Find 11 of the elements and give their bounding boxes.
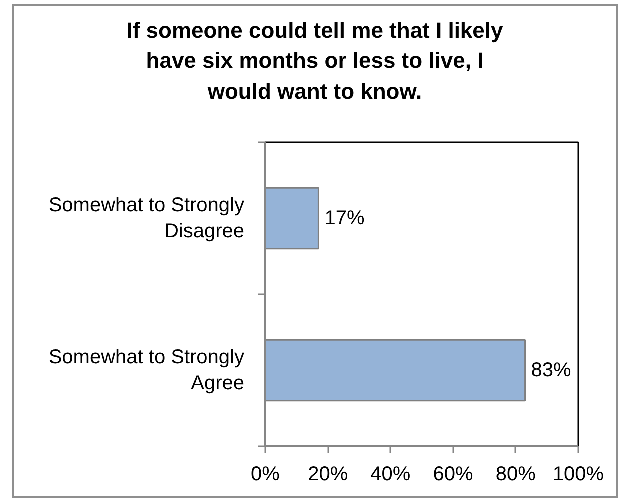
x-tick-label: 40% [370,464,411,486]
chart-title: If someone could tell me that I likely have six months or less to live, I would want to know. [126,17,504,106]
x-tick-label: 100% [552,464,604,486]
x-tick-label: 0% [251,464,280,486]
x-tick-label: 60% [433,464,474,486]
x-tick-label: 80% [496,464,536,486]
y-tick-label: Somewhat to Strongly Disagree [48,194,245,243]
x-tick-label: 20% [308,464,348,486]
y-tick-label: Somewhat to Strongly Agree [48,346,245,395]
data-label: 83% [531,360,572,382]
data-label: 17% [324,208,365,230]
